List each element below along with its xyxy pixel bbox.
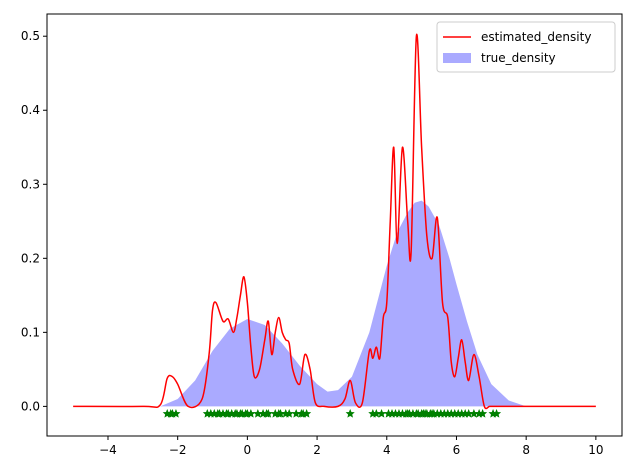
sample-point [302, 409, 312, 418]
y-tick-label: 0.0 [21, 399, 40, 413]
legend-label-estimated-density: estimated_density [481, 30, 591, 44]
legend-box [436, 21, 616, 73]
legend-area-swatch [443, 53, 471, 63]
legend: estimated_density true_density [436, 21, 616, 73]
sample-point [345, 409, 355, 418]
y-tick-label: 0.1 [21, 325, 40, 339]
y-tick-label: 0.4 [21, 103, 40, 117]
x-tick-label: −2 [169, 443, 187, 457]
sample-point [478, 409, 488, 418]
sample-point [171, 409, 181, 418]
x-tick-label: 10 [588, 443, 603, 457]
x-tick-label: 4 [383, 443, 391, 457]
x-tick-label: −4 [99, 443, 117, 457]
x-tick-label: 0 [244, 443, 252, 457]
estimated-density-line [73, 33, 596, 410]
y-tick-label: 0.2 [21, 251, 40, 265]
plot-layer [73, 33, 596, 418]
axes-frame [46, 13, 623, 437]
x-tick-label: 6 [453, 443, 461, 457]
x-axis: −4 −2 0 2 4 6 8 10 [99, 436, 604, 457]
x-tick-label: 2 [313, 443, 321, 457]
y-tick-label: 0.3 [21, 177, 40, 191]
y-tick-label: 0.5 [21, 29, 40, 43]
legend-label-true-density: true_density [481, 51, 556, 65]
y-axis: 0.0 0.1 0.2 0.3 0.4 0.5 [21, 29, 47, 413]
sample-point [491, 409, 502, 418]
x-tick-label: 8 [522, 443, 530, 457]
